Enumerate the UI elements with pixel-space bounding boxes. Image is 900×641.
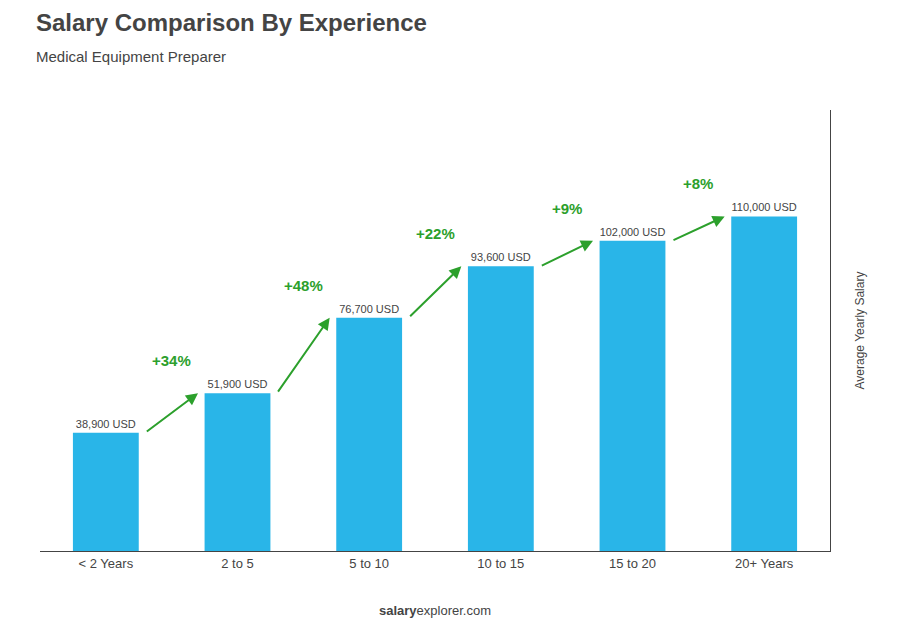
svg-text:10 to 15: 10 to 15 [477, 556, 524, 571]
svg-text:< 2 Years: < 2 Years [79, 556, 134, 571]
svg-text:102,000 USD: 102,000 USD [600, 226, 666, 238]
svg-text:38,900 USD: 38,900 USD [76, 418, 136, 430]
svg-text:+22%: +22% [416, 225, 455, 242]
svg-text:salaryexplorer.com: salaryexplorer.com [379, 603, 491, 618]
svg-text:Average Yearly Salary: Average Yearly Salary [853, 272, 867, 390]
svg-text:110,000 USD: 110,000 USD [732, 201, 797, 213]
svg-text:+34%: +34% [152, 352, 191, 369]
svg-text:Salary Comparison By Experienc: Salary Comparison By ExperienceMedical E… [36, 9, 427, 65]
svg-text:+8%: +8% [683, 175, 713, 192]
svg-text:5 to 10: 5 to 10 [349, 556, 389, 571]
svg-text:+48%: +48% [284, 277, 323, 294]
svg-text:93,600 USD: 93,600 USD [471, 251, 531, 263]
svg-text:+9%: +9% [552, 200, 582, 217]
svg-text:76,700 USD: 76,700 USD [339, 303, 399, 315]
svg-text:51,900 USD: 51,900 USD [208, 378, 268, 390]
svg-text:20+ Years: 20+ Years [735, 556, 794, 571]
svg-text:15 to 20: 15 to 20 [609, 556, 656, 571]
svg-text:2 to 5: 2 to 5 [221, 556, 254, 571]
